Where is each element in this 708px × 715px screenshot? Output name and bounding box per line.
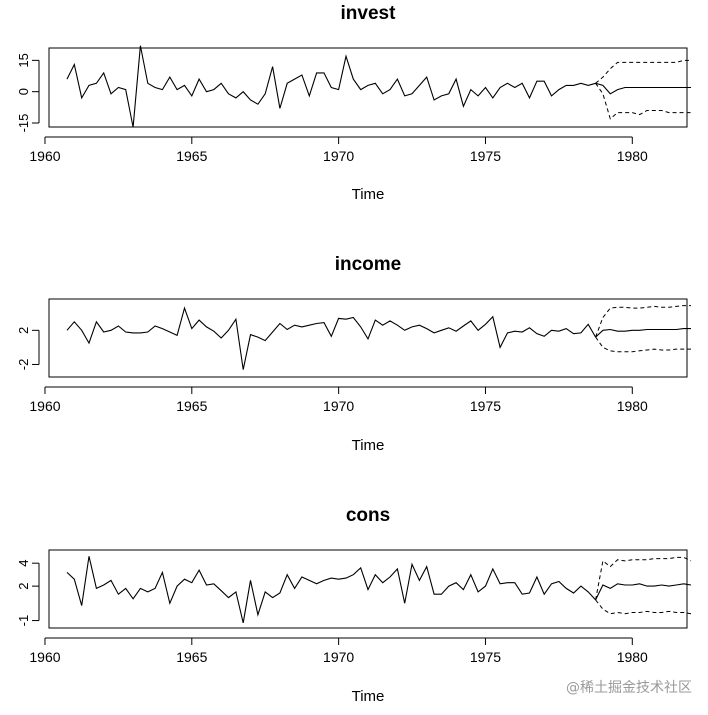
plot-frame: [48, 549, 688, 629]
y-tick-label: 2: [16, 327, 31, 334]
invest-panel: invest Time 1960 1965 1970 1975 1980 -15 0 15: [16, 3, 691, 203]
x-tick-label: 1975: [470, 148, 501, 164]
forecast-series-line: [595, 328, 691, 338]
x-tick-label: 1965: [176, 398, 207, 414]
forecast-lower-bound-line: [595, 599, 692, 615]
x-tick-label: 1960: [29, 148, 60, 164]
observed-series-line: [66, 45, 596, 128]
observed-series-line: [66, 306, 597, 370]
x-tick-label: 1970: [323, 398, 354, 414]
chart-title: income: [335, 254, 402, 275]
y-tick-label: 2: [16, 583, 31, 590]
cons-panel: cons Time 1960 1965 1970 1975 1980 -1 2 4: [16, 505, 692, 705]
forecast-lower-bound-line: [595, 83, 691, 120]
x-tick-label: 1970: [323, 148, 354, 164]
income-panel: income Time 1960 1965 1970 1975 1980 -2 2: [16, 254, 691, 454]
x-axis-label: Time: [352, 688, 385, 705]
chart-title: invest: [341, 3, 397, 24]
forecast-lower-bound-line: [595, 336, 691, 353]
forecast-series-line: [595, 583, 692, 601]
forecast-upper-bound-line: [595, 59, 691, 84]
y-tick-label: 15: [16, 53, 31, 67]
x-tick-label: 1965: [176, 649, 207, 665]
x-tick-label: 1975: [470, 398, 501, 414]
y-tick-label: -15: [16, 114, 31, 133]
y-tick-label: 0: [16, 88, 31, 95]
forecast-upper-bound-line: [595, 556, 692, 600]
x-tick-label: 1965: [176, 148, 207, 164]
y-tick-label: -1: [16, 615, 31, 627]
x-tick-label: 1980: [617, 148, 648, 164]
x-tick-label: 1960: [29, 398, 60, 414]
x-tick-label: 1980: [617, 398, 648, 414]
x-axis-label: Time: [352, 186, 385, 203]
observed-series-line: [66, 556, 597, 624]
y-tick-label: -2: [16, 359, 31, 371]
x-tick-label: 1980: [617, 649, 648, 665]
forecast-upper-bound-line: [595, 305, 691, 338]
forecast-series-line: [595, 82, 691, 95]
x-tick-label: 1975: [470, 649, 501, 665]
plot-frame: [48, 47, 688, 128]
x-axis-label: Time: [352, 437, 385, 454]
plot-frame: [48, 298, 688, 378]
watermark: @稀土掘金技术社区: [566, 680, 692, 696]
x-tick-label: 1970: [323, 649, 354, 665]
x-tick-label: 1960: [29, 649, 60, 665]
chart-title: cons: [346, 505, 390, 526]
y-tick-label: 4: [16, 560, 31, 567]
